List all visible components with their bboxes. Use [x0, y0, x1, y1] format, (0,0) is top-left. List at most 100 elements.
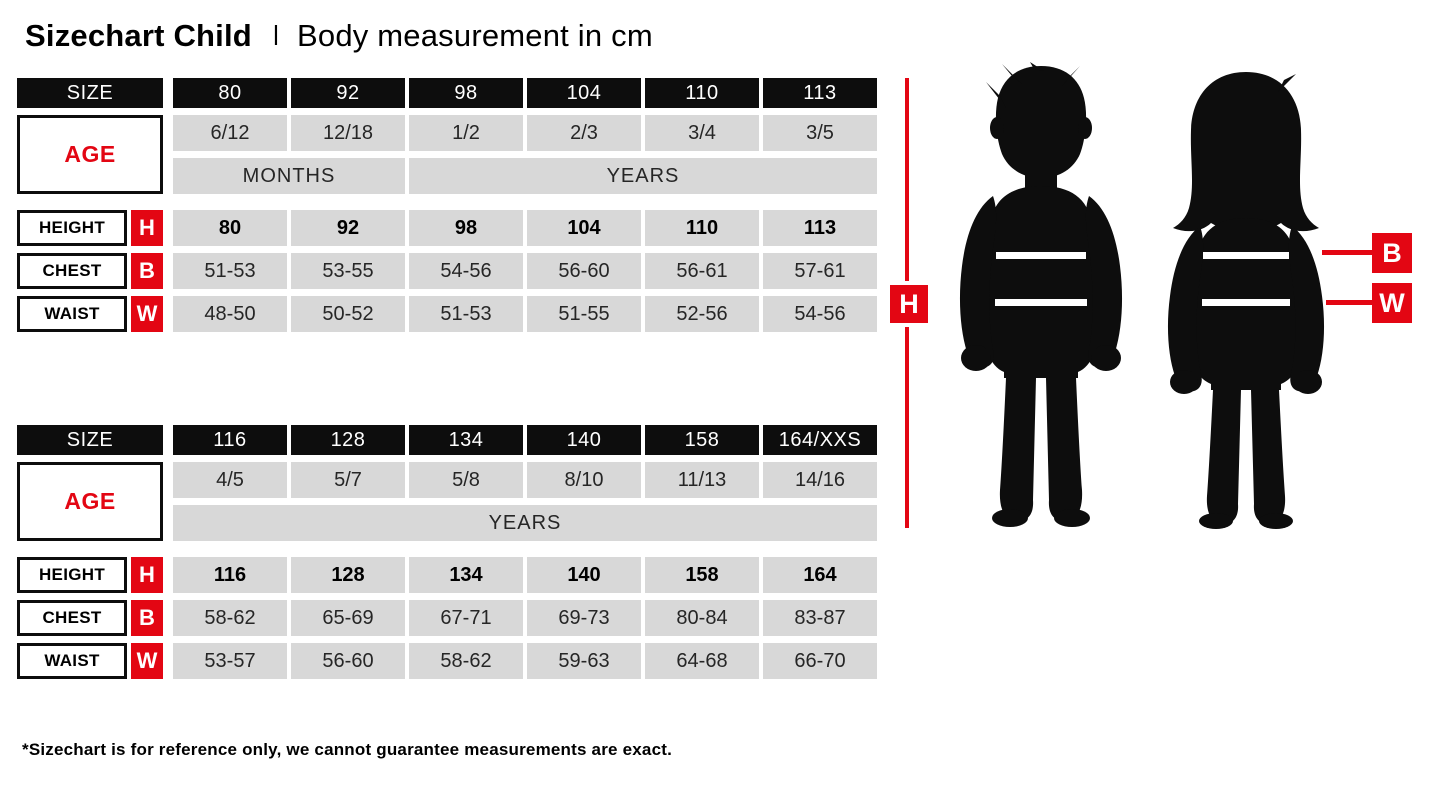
height-cell: 98 — [409, 210, 523, 246]
height-marker-badge: H — [886, 281, 932, 327]
height-label: HEIGHT — [17, 557, 127, 593]
page-title: Sizechart Child I Body measurement in cm — [25, 18, 653, 54]
age-cell: 12/18 — [291, 115, 405, 151]
waist-cell: 59-63 — [527, 643, 641, 679]
size-cell: 98 — [409, 78, 523, 108]
height-letter-badge: H — [131, 210, 163, 246]
size-cell: 164/XXS — [763, 425, 877, 455]
height-cell: 113 — [763, 210, 877, 246]
height-cell: 110 — [645, 210, 759, 246]
height-cell: 134 — [409, 557, 523, 593]
waist-cell: 50-52 — [291, 296, 405, 332]
age-cell: 5/8 — [409, 462, 523, 498]
chest-letter-badge: B — [131, 253, 163, 289]
age-cell: 3/5 — [763, 115, 877, 151]
sizechart-table-large: SIZE 116 128 134 140 158 164/XXS AGE 4/5… — [17, 425, 883, 679]
sizechart-table-small: SIZE 80 92 98 104 110 113 AGE 6/12 12/18… — [17, 78, 883, 332]
age-cell: 6/12 — [173, 115, 287, 151]
height-label: HEIGHT — [17, 210, 127, 246]
waist-cell: 51-53 — [409, 296, 523, 332]
chest-cell: 56-60 — [527, 253, 641, 289]
height-cell: 80 — [173, 210, 287, 246]
size-cell: 134 — [409, 425, 523, 455]
chest-cell: 80-84 — [645, 600, 759, 636]
waist-cell: 52-56 — [645, 296, 759, 332]
title-separator: I — [272, 19, 280, 52]
height-letter-badge: H — [131, 557, 163, 593]
height-cell: 164 — [763, 557, 877, 593]
girl-waist-line — [1202, 299, 1290, 306]
chest-cell: 69-73 — [527, 600, 641, 636]
title-main: Sizechart Child — [25, 18, 252, 53]
boy-chest-line — [996, 252, 1086, 259]
age-cell: 14/16 — [763, 462, 877, 498]
age-cell: 3/4 — [645, 115, 759, 151]
height-cell: 116 — [173, 557, 287, 593]
boy-silhouette — [948, 62, 1134, 541]
waist-cell: 66-70 — [763, 643, 877, 679]
chest-pointer-line — [1322, 250, 1372, 255]
size-cell: 128 — [291, 425, 405, 455]
chest-row-label: CHEST B — [17, 600, 163, 636]
footnote: *Sizechart is for reference only, we can… — [22, 740, 673, 759]
age-unit-years: YEARS — [409, 158, 877, 194]
size-cell: 140 — [527, 425, 641, 455]
size-cell: 80 — [173, 78, 287, 108]
height-row-label: HEIGHT H — [17, 210, 163, 246]
height-row-label: HEIGHT H — [17, 557, 163, 593]
waist-cell: 58-62 — [409, 643, 523, 679]
waist-label: WAIST — [17, 643, 127, 679]
age-cell: 4/5 — [173, 462, 287, 498]
chest-cell: 58-62 — [173, 600, 287, 636]
chest-cell: 83-87 — [763, 600, 877, 636]
size-cell: 158 — [645, 425, 759, 455]
chest-row-label: CHEST B — [17, 253, 163, 289]
age-row-label: AGE — [17, 462, 163, 541]
age-cell: 2/3 — [527, 115, 641, 151]
waist-cell: 51-55 — [527, 296, 641, 332]
waist-label: WAIST — [17, 296, 127, 332]
age-cell: 11/13 — [645, 462, 759, 498]
age-cell: 8/10 — [527, 462, 641, 498]
size-cell: 92 — [291, 78, 405, 108]
chest-cell: 56-61 — [645, 253, 759, 289]
size-cell: 116 — [173, 425, 287, 455]
girl-chest-line — [1203, 252, 1289, 259]
waist-cell: 54-56 — [763, 296, 877, 332]
age-cell: 1/2 — [409, 115, 523, 151]
waist-cell: 56-60 — [291, 643, 405, 679]
height-cell: 158 — [645, 557, 759, 593]
waist-cell: 48-50 — [173, 296, 287, 332]
waist-marker-badge: W — [1372, 283, 1412, 323]
title-subtitle: Body measurement in cm — [297, 18, 653, 53]
chest-cell: 53-55 — [291, 253, 405, 289]
girl-silhouette — [1156, 68, 1336, 540]
waist-row-label: WAIST W — [17, 643, 163, 679]
age-unit-years: YEARS — [173, 505, 877, 541]
chest-cell: 65-69 — [291, 600, 405, 636]
height-cell: 92 — [291, 210, 405, 246]
height-cell: 104 — [527, 210, 641, 246]
chest-cell: 57-61 — [763, 253, 877, 289]
waist-row-label: WAIST W — [17, 296, 163, 332]
size-cell: 113 — [763, 78, 877, 108]
boy-waist-line — [995, 299, 1087, 306]
age-row-label: AGE — [17, 115, 163, 194]
chest-letter-badge: B — [131, 600, 163, 636]
size-cell: 104 — [527, 78, 641, 108]
waist-letter-badge: W — [131, 296, 163, 332]
height-cell: 140 — [527, 557, 641, 593]
size-row-label: SIZE — [17, 78, 163, 108]
chest-marker-badge: B — [1372, 233, 1412, 273]
age-cell: 5/7 — [291, 462, 405, 498]
waist-cell: 53-57 — [173, 643, 287, 679]
waist-letter-badge: W — [131, 643, 163, 679]
size-row-label: SIZE — [17, 425, 163, 455]
age-unit-months: MONTHS — [173, 158, 405, 194]
chest-cell: 67-71 — [409, 600, 523, 636]
chest-label: CHEST — [17, 253, 127, 289]
size-cell: 110 — [645, 78, 759, 108]
chest-cell: 51-53 — [173, 253, 287, 289]
waist-pointer-line — [1326, 300, 1372, 305]
